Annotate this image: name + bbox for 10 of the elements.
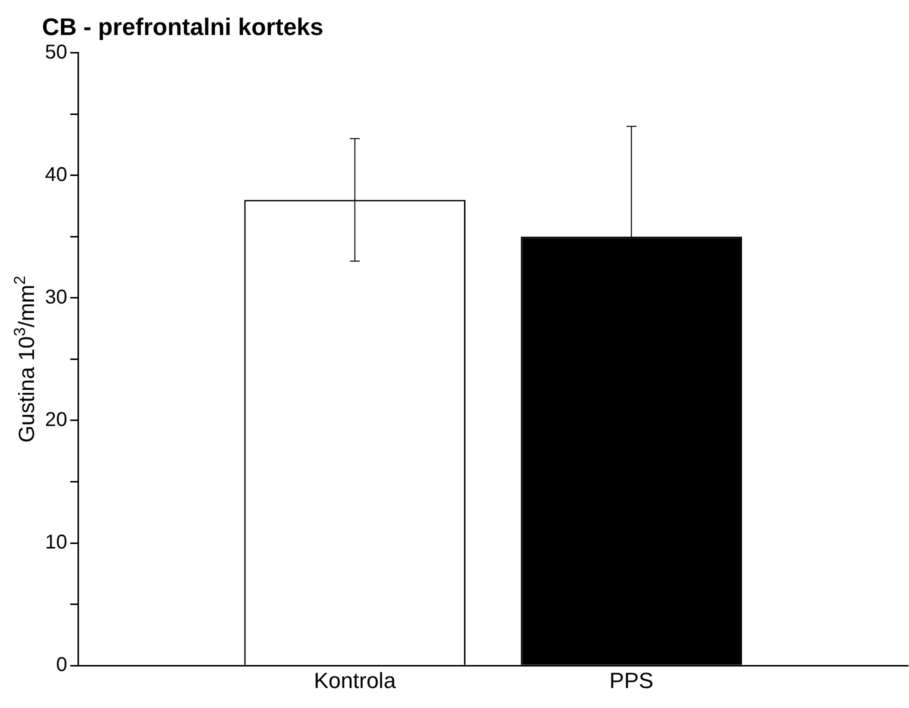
y-tick-label: 40 [44,164,68,186]
y-tick-label: 20 [44,408,68,431]
y-axis-title: Gustina 103/mm2 [12,276,39,443]
chart-title: CB - prefrontalni korteks [42,14,324,42]
y-tick-label: 10 [44,532,68,554]
x-tick-label: Kontrola [314,668,397,693]
y-tick-label: 0 [56,654,68,676]
x-tick-label: PPS [609,668,654,693]
y-tick-label: 30 [44,286,68,308]
y-tick-label: 50 [44,41,68,64]
